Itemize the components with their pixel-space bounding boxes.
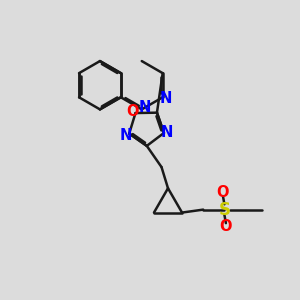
Text: S: S [218,201,230,219]
Text: N: N [161,125,173,140]
Text: N: N [120,128,133,142]
Text: O: O [217,185,229,200]
Text: N: N [160,91,172,106]
Text: N: N [139,100,152,116]
Text: O: O [220,219,232,234]
Text: O: O [126,104,139,119]
